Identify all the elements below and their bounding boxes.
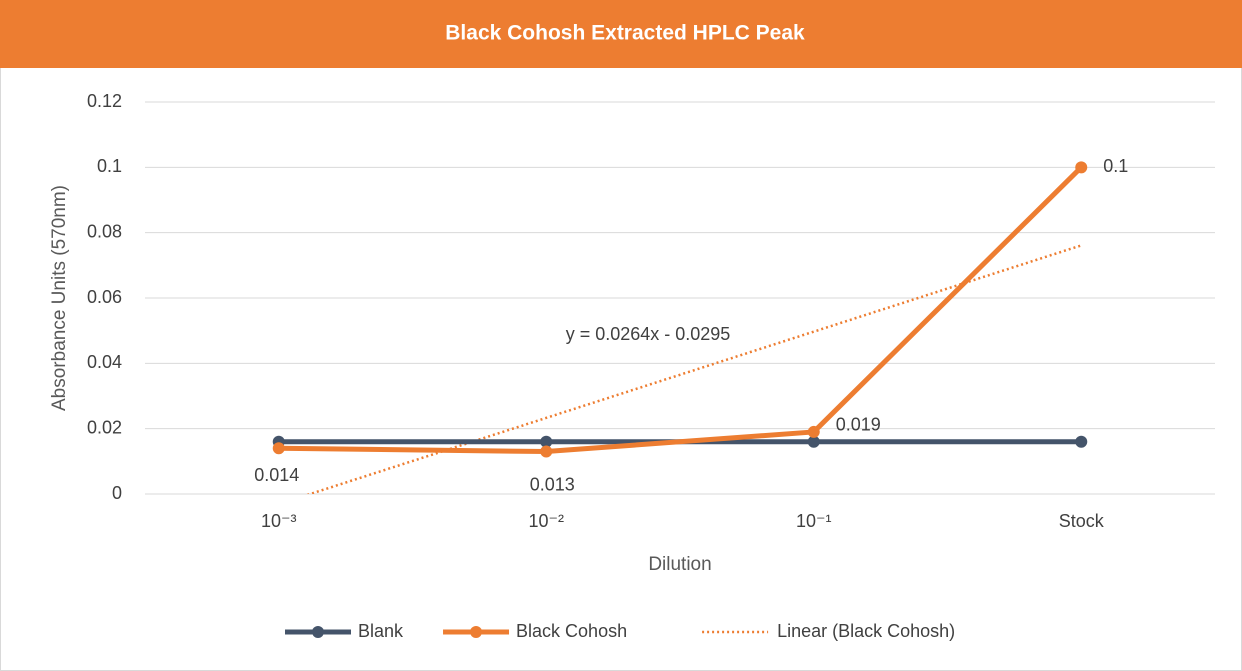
y-tick-label: 0.1 [97,156,122,176]
legend-label: Black Cohosh [516,621,627,641]
y-tick-label: 0.06 [87,287,122,307]
data-label: 0.1 [1103,156,1128,176]
data-point [807,435,820,448]
chart-title: Black Cohosh Extracted HPLC Peak [445,22,805,45]
title-bar [0,0,1242,68]
data-point [540,445,553,458]
legend-label: Linear (Black Cohosh) [777,621,955,641]
y-tick-label: 0.12 [87,91,122,111]
data-point [807,425,820,438]
y-axis-title: Absorbance Units (570nm) [49,185,70,411]
x-tick-label: 10⁻² [528,511,564,531]
y-tick-label: 0.04 [87,352,122,372]
x-tick-label: 10⁻³ [261,511,297,531]
trendline [306,244,1082,494]
data-label: 0.019 [836,415,881,435]
data-point [272,442,285,455]
data-label: 0.013 [530,474,575,494]
series-line [278,165,1084,455]
legend-marker [312,626,324,638]
y-tick-label: 0.08 [87,221,122,241]
y-tick-label: 0.02 [87,417,122,437]
trendline-equation: y = 0.0264x - 0.0295 [566,324,731,344]
data-point [1075,161,1088,174]
y-tick-label: 0 [112,483,122,503]
data-label: 0.014 [254,465,299,485]
x-axis-title: Dilution [648,554,711,575]
data-point [1075,435,1088,448]
x-tick-label: Stock [1059,511,1105,531]
legend-marker [470,626,483,638]
x-tick-label: 10⁻¹ [796,511,832,531]
data-point [540,435,553,448]
legend-label: Blank [358,621,404,641]
